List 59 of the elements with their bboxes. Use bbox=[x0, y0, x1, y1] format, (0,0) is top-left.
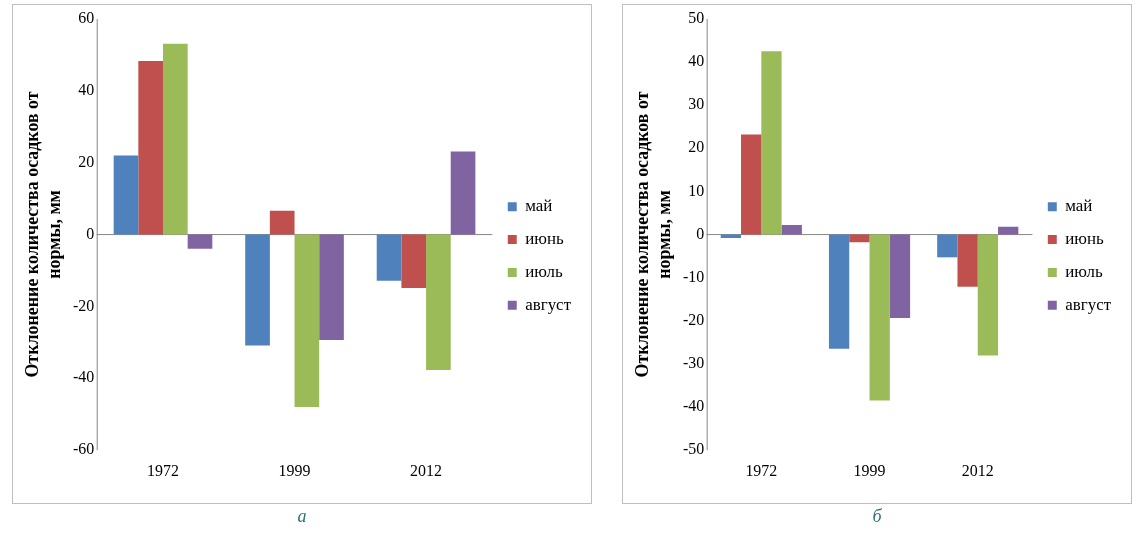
x-tick-label: 2012 bbox=[410, 461, 443, 479]
y-tick-label: 0 bbox=[86, 224, 95, 242]
bar bbox=[781, 224, 802, 235]
legend-label: август bbox=[525, 294, 572, 314]
legend-label: июль bbox=[525, 261, 563, 281]
y-tick-label: -40 bbox=[682, 397, 705, 415]
text: а bbox=[297, 506, 307, 527]
y-tick-label: -40 bbox=[72, 368, 95, 386]
bar bbox=[376, 234, 402, 281]
y-tick-label: 60 bbox=[78, 9, 95, 27]
x-tick-label: 1999 bbox=[278, 461, 311, 479]
bar bbox=[761, 51, 782, 235]
x-tick-label: 1999 bbox=[853, 461, 886, 479]
bar bbox=[937, 234, 958, 258]
y-axis-title: Отклонение количества осадков от нормы, мм bbox=[22, 91, 64, 378]
y-tick-label: 10 bbox=[688, 181, 705, 199]
bar bbox=[187, 234, 213, 249]
x-tick-label: 1972 bbox=[147, 461, 179, 479]
y-tick-label: -20 bbox=[72, 296, 95, 314]
y-tick-label: -30 bbox=[682, 353, 705, 371]
bar bbox=[849, 234, 870, 243]
bar bbox=[138, 60, 163, 235]
bar bbox=[828, 234, 850, 349]
y-tick-label: -10 bbox=[682, 267, 705, 285]
bar bbox=[401, 234, 427, 288]
y-tick-label: 20 bbox=[78, 152, 95, 170]
y-tick-label: -50 bbox=[682, 440, 705, 458]
bar bbox=[113, 155, 139, 235]
x-tick-label: 1972 bbox=[745, 461, 778, 479]
y-tick-label: -60 bbox=[72, 440, 95, 458]
bar bbox=[426, 234, 451, 370]
x-tick-label: 2012 bbox=[961, 461, 994, 479]
legend-label: май bbox=[525, 196, 553, 216]
y-tick-label: 50 bbox=[688, 9, 705, 27]
bar bbox=[869, 234, 890, 401]
legend-label: август bbox=[1065, 294, 1112, 314]
bar bbox=[977, 234, 999, 356]
y-tick-label: 20 bbox=[688, 138, 705, 156]
bar bbox=[450, 151, 476, 235]
legend-label: июнь bbox=[1065, 229, 1104, 249]
bar bbox=[294, 234, 320, 407]
legend-label: май bbox=[1065, 196, 1093, 216]
y-tick-label: 40 bbox=[688, 52, 705, 70]
bar bbox=[957, 234, 978, 287]
y-tick-label: 0 bbox=[696, 224, 705, 242]
y-tick-label: -20 bbox=[682, 310, 705, 328]
legend-label: июль bbox=[1065, 261, 1103, 281]
bar bbox=[163, 43, 188, 235]
y-tick-label: 30 bbox=[688, 95, 705, 113]
y-axis-title: Отклонение количества осадков от нормы, мм bbox=[632, 91, 674, 378]
bar bbox=[319, 234, 344, 341]
text: б bbox=[872, 506, 882, 527]
bar bbox=[889, 234, 911, 319]
bar bbox=[269, 210, 295, 235]
bar bbox=[245, 234, 270, 346]
bar bbox=[720, 234, 742, 238]
y-tick-label: 40 bbox=[78, 80, 95, 98]
legend-label: июнь bbox=[525, 229, 564, 249]
bar bbox=[741, 134, 762, 235]
